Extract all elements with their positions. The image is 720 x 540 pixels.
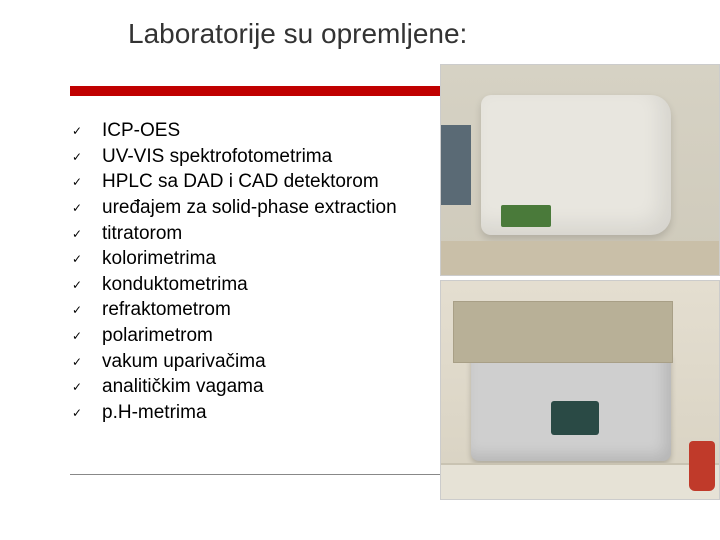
list-item: ✓ polarimetrom	[72, 323, 442, 349]
list-item: ✓ ICP-OES	[72, 118, 442, 144]
list-item: ✓ p.H-metrima	[72, 400, 442, 426]
check-icon: ✓	[72, 349, 102, 370]
list-item-label: konduktometrima	[102, 272, 442, 298]
list-item: ✓ refraktometrom	[72, 297, 442, 323]
check-icon: ✓	[72, 323, 102, 344]
check-icon: ✓	[72, 272, 102, 293]
slide-title: Laboratorije su opremljene:	[128, 18, 467, 50]
list-item-label: UV-VIS spektrofotometrima	[102, 144, 442, 170]
list-item-label: ICP-OES	[102, 118, 442, 144]
check-icon: ✓	[72, 144, 102, 165]
equipment-list: ✓ ICP-OES ✓ UV-VIS spektrofotometrima ✓ …	[72, 118, 442, 426]
check-icon: ✓	[72, 195, 102, 216]
check-icon: ✓	[72, 169, 102, 190]
list-item: ✓ konduktometrima	[72, 272, 442, 298]
list-item: ✓ uređajem za solid-phase extraction	[72, 195, 442, 221]
list-item: ✓ analitičkim vagama	[72, 374, 442, 400]
list-item-label: HPLC sa DAD i CAD detektorom	[102, 169, 442, 195]
list-item: ✓ titratorom	[72, 221, 442, 247]
list-item: ✓ HPLC sa DAD i CAD detektorom	[72, 169, 442, 195]
accent-bar	[70, 86, 440, 96]
check-icon: ✓	[72, 400, 102, 421]
list-item-label: uređajem za solid-phase extraction	[102, 195, 442, 221]
check-icon: ✓	[72, 246, 102, 267]
instrument-photo-2	[440, 280, 720, 500]
list-item-label: vakum uparivačima	[102, 349, 442, 375]
list-item-label: refraktometrom	[102, 297, 442, 323]
list-item-label: p.H-metrima	[102, 400, 442, 426]
divider-line	[70, 474, 440, 475]
content-area: ✓ ICP-OES ✓ UV-VIS spektrofotometrima ✓ …	[72, 118, 442, 426]
check-icon: ✓	[72, 221, 102, 242]
check-icon: ✓	[72, 297, 102, 318]
check-icon: ✓	[72, 374, 102, 395]
list-item-label: analitičkim vagama	[102, 374, 442, 400]
list-item: ✓ kolorimetrima	[72, 246, 442, 272]
list-item: ✓ UV-VIS spektrofotometrima	[72, 144, 442, 170]
list-item-label: titratorom	[102, 221, 442, 247]
list-item: ✓ vakum uparivačima	[72, 349, 442, 375]
check-icon: ✓	[72, 118, 102, 139]
list-item-label: polarimetrom	[102, 323, 442, 349]
list-item-label: kolorimetrima	[102, 246, 442, 272]
instrument-photo-1	[440, 64, 720, 276]
